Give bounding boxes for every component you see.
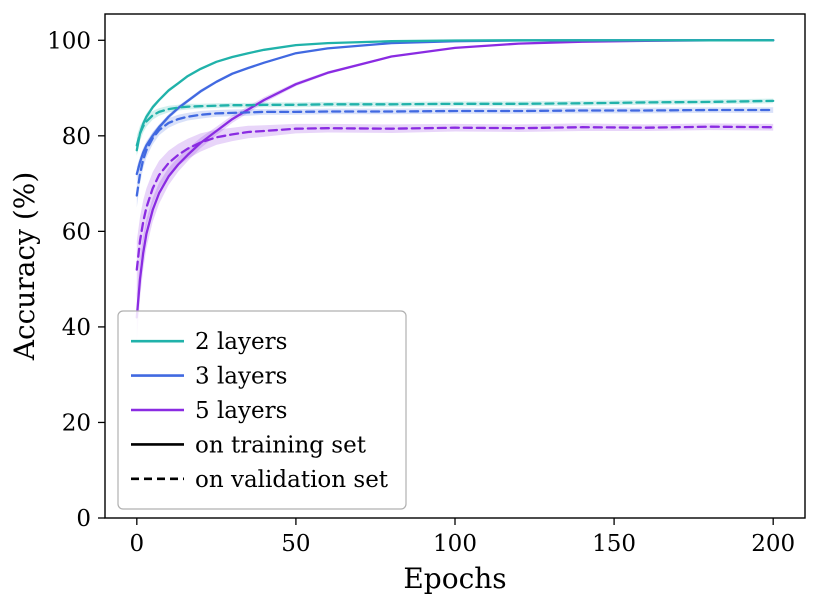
- y-tick-label: 100: [47, 28, 91, 54]
- y-tick-label: 80: [62, 124, 91, 150]
- legend-label: 3 layers: [195, 364, 287, 390]
- legend-label: 5 layers: [195, 398, 287, 424]
- series-lines: [135, 39, 775, 319]
- x-tick-label: 50: [281, 531, 310, 557]
- legend: 2 layers 3 layers 5 layers on training set o…: [117, 310, 407, 510]
- x-tick-label: 150: [592, 531, 636, 557]
- legend-label: on training set: [195, 432, 367, 458]
- series-line: [135, 39, 775, 152]
- x-axis: 0 50 100 150 200: [129, 518, 795, 557]
- series-line: [135, 108, 775, 197]
- y-tick-label: 40: [62, 315, 91, 341]
- band: [136, 123, 774, 299]
- series-line: [135, 99, 775, 147]
- series-line: [135, 39, 775, 319]
- x-tick-label: 100: [433, 531, 477, 557]
- legend-label: 2 layers: [195, 329, 287, 355]
- y-tick-label: 0: [76, 506, 91, 532]
- y-axis: 0 20 40 60 80 100: [47, 28, 105, 532]
- x-tick-label: 0: [129, 531, 144, 557]
- series-line: [135, 125, 775, 271]
- legend-label: on validation set: [195, 467, 389, 493]
- x-axis-label: Epochs: [403, 562, 506, 595]
- x-tick-label: 200: [751, 531, 795, 557]
- legend-frame: [117, 310, 407, 510]
- band: [136, 98, 774, 155]
- band: [136, 107, 774, 208]
- y-tick-label: 20: [62, 410, 91, 436]
- y-tick-label: 60: [62, 219, 91, 245]
- confidence-bands: [136, 40, 774, 342]
- y-axis-label: Accuracy (%): [8, 172, 41, 362]
- band: [136, 40, 774, 342]
